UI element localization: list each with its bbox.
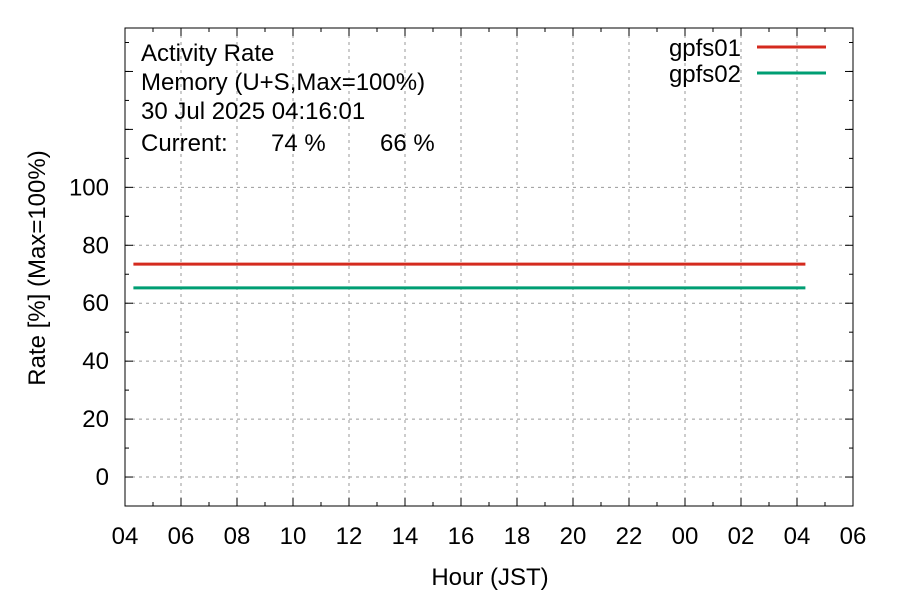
y-tick-label: 20 xyxy=(82,406,109,433)
title-line-3: 30 Jul 2025 04:16:01 xyxy=(141,98,365,125)
title-line-2: Memory (U+S,Max=100%) xyxy=(141,69,425,96)
x-tick-label: 14 xyxy=(392,523,419,550)
y-tick-label: 40 xyxy=(82,348,109,375)
x-axis-label: Hour (JST) xyxy=(431,564,548,591)
y-tick-label: 60 xyxy=(82,290,109,317)
x-tick-label: 00 xyxy=(672,523,699,550)
legend-label-gpfs01: gpfs01 xyxy=(669,35,741,62)
x-tick-label: 10 xyxy=(280,523,307,550)
x-tick-label: 12 xyxy=(336,523,363,550)
x-tick-label: 04 xyxy=(112,523,139,550)
x-tick-label: 18 xyxy=(504,523,531,550)
legend: gpfs01 gpfs02 xyxy=(669,35,826,88)
current-value-gpfs02: 66 % xyxy=(380,130,435,157)
x-tick-label: 20 xyxy=(560,523,587,550)
x-tick-label: 08 xyxy=(224,523,251,550)
x-tick-label: 06 xyxy=(168,523,195,550)
x-tick-label: 06 xyxy=(840,523,867,550)
x-tick-label: 22 xyxy=(616,523,643,550)
x-tick-label: 04 xyxy=(784,523,811,550)
label-layer: Activity Rate Memory (U+S,Max=100%) 30 J… xyxy=(24,40,549,591)
y-tick-label: 0 xyxy=(96,464,109,491)
grid-layer xyxy=(125,28,853,506)
tick-layer: 0 20 40 60 80 100 04 06 08 10 12 14 16 18 20 22 00 02 04 06 xyxy=(69,28,866,550)
current-label: Current: xyxy=(141,130,228,157)
y-axis-label: Rate [%] (Max=100%) xyxy=(24,150,51,385)
current-value-gpfs01: 74 % xyxy=(271,130,326,157)
legend-label-gpfs02: gpfs02 xyxy=(669,61,741,88)
plot-frame xyxy=(124,27,854,507)
series-layer xyxy=(133,262,806,290)
x-tick-label: 02 xyxy=(728,523,755,550)
y-tick-label: 80 xyxy=(82,232,109,259)
x-tick-label: 16 xyxy=(448,523,475,550)
y-tick-label: 100 xyxy=(69,174,109,201)
title-line-1: Activity Rate xyxy=(141,40,274,67)
